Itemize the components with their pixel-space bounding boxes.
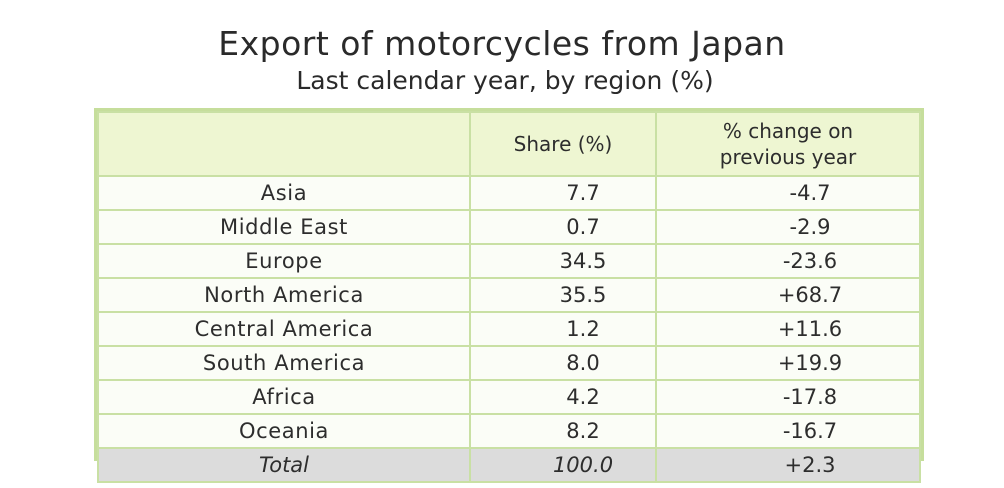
region-cell: Africa: [97, 379, 471, 415]
export-table-container: Share (%) % change on previous year Asia …: [94, 108, 924, 483]
header-region: [97, 111, 471, 177]
share-cell: 35.5: [469, 277, 657, 313]
share-cell: 7.7: [469, 175, 657, 211]
table-row: South America 8.0 +19.9: [97, 345, 921, 381]
change-cell: -16.7: [655, 413, 921, 449]
header-share: Share (%): [469, 111, 657, 177]
table-row: Europe 34.5 -23.6: [97, 243, 921, 279]
change-cell: -17.8: [655, 379, 921, 415]
table-row: Central America 1.2 +11.6: [97, 311, 921, 347]
region-cell: Oceania: [97, 413, 471, 449]
header-change-line: % change on: [722, 119, 854, 143]
region-cell: Asia: [97, 175, 471, 211]
header-change: % change on previous year: [655, 111, 921, 177]
change-cell: +68.7: [655, 277, 921, 313]
change-cell: +19.9: [655, 345, 921, 381]
region-cell: Europe: [97, 243, 471, 279]
header-change-line: previous year: [719, 145, 857, 169]
share-cell: 8.2: [469, 413, 657, 449]
table-row: Middle East 0.7 -2.9: [97, 209, 921, 245]
share-cell: 4.2: [469, 379, 657, 415]
share-cell: 0.7: [469, 209, 657, 245]
change-cell: -2.9: [655, 209, 921, 245]
export-table: Share (%) % change on previous year Asia …: [97, 111, 921, 483]
change-cell: -4.7: [655, 175, 921, 211]
total-row: Total 100.0 +2.3: [97, 447, 921, 483]
region-cell: South America: [97, 345, 471, 381]
total-share: 100.0: [469, 447, 657, 483]
table-row: Asia 7.7 -4.7: [97, 175, 921, 211]
share-cell: 8.0: [469, 345, 657, 381]
table-row: Africa 4.2 -17.8: [97, 379, 921, 415]
chart-title: Export of motorcycles from Japan: [218, 24, 786, 63]
total-label: Total: [97, 447, 471, 483]
change-cell: -23.6: [655, 243, 921, 279]
chart-subtitle: Last calendar year, by region (%): [296, 66, 714, 95]
table-row: North America 35.5 +68.7: [97, 277, 921, 313]
total-change: +2.3: [655, 447, 921, 483]
region-cell: Middle East: [97, 209, 471, 245]
region-cell: Central America: [97, 311, 471, 347]
region-cell: North America: [97, 277, 471, 313]
header-row: Share (%) % change on previous year: [97, 111, 921, 177]
change-cell: +11.6: [655, 311, 921, 347]
share-cell: 34.5: [469, 243, 657, 279]
table-row: Oceania 8.2 -16.7: [97, 413, 921, 449]
share-cell: 1.2: [469, 311, 657, 347]
